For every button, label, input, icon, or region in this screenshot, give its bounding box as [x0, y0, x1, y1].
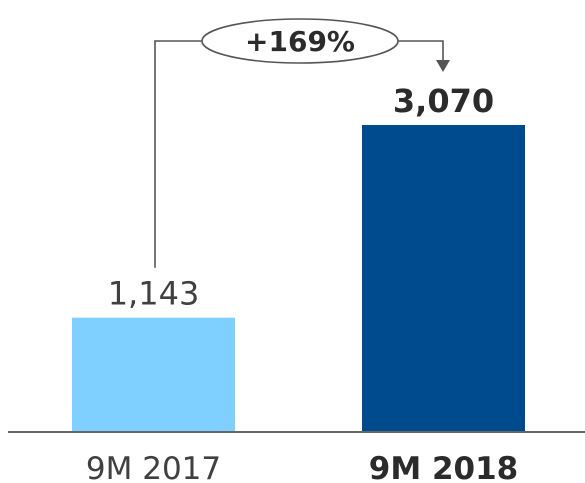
growth-label: +169% — [245, 25, 355, 58]
bar-9m-2017 — [72, 317, 235, 432]
growth-annotation: +169% — [154, 18, 450, 268]
value-label: 1,143 — [108, 275, 200, 313]
growth-arrowhead-icon — [436, 60, 450, 72]
value-label: 3,070 — [393, 82, 494, 120]
growth-ellipse — [201, 18, 399, 64]
bars-group — [72, 125, 525, 432]
category-label: 9M 2018 — [369, 451, 519, 483]
category-label: 9M 2017 — [86, 451, 221, 483]
bar-9m-2018 — [362, 125, 525, 432]
labels-group: 1,143 9M 2017 3,070 9M 2018 — [86, 82, 518, 483]
